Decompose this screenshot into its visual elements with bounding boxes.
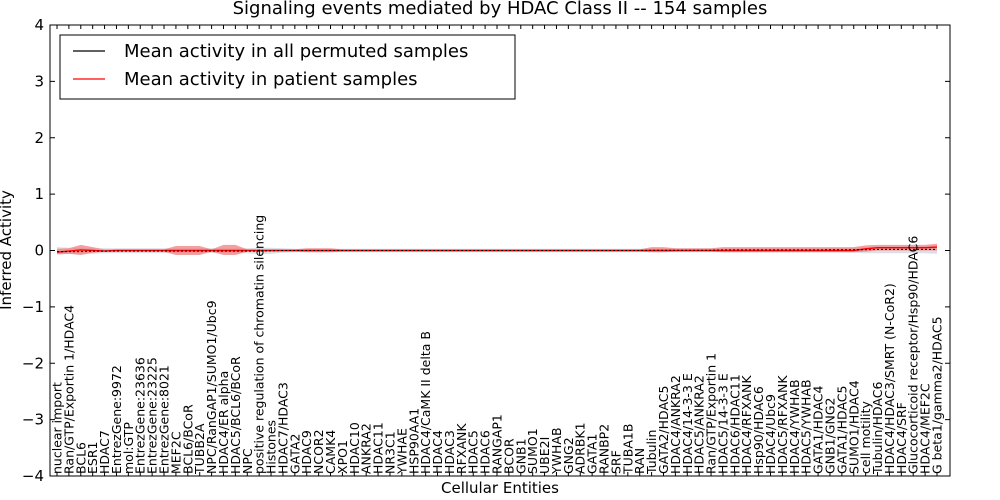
x-tick-label: HDAC4/HDAC3/SMRT (N-CoR2) xyxy=(882,283,897,474)
x-tick-label: CAMK4 xyxy=(323,430,338,474)
band-patient xyxy=(57,243,937,255)
x-tick-label: YWHAE xyxy=(394,428,409,475)
x-tick-label: HDAC4/CaMK II delta B xyxy=(418,331,433,474)
x-tick-label: HDAC7 xyxy=(97,430,112,474)
x-tick-label: RANGAP1 xyxy=(490,414,505,474)
x-tick-label: GATA1/HDAC5 xyxy=(834,386,849,474)
x-tick-label: nuclear import xyxy=(50,382,65,474)
x-tick-label: MEF2C xyxy=(168,431,183,474)
x-tick-label: EntrezGene:8021 xyxy=(157,365,172,474)
x-tick-label: HDAC4/ER alpha xyxy=(216,371,231,474)
y-axis-label: Inferred Activity xyxy=(0,190,15,310)
x-tick-label: NR3C1 xyxy=(383,431,398,474)
x-tick-label: positive regulation of chromatin silenci… xyxy=(252,215,267,474)
x-tick-label: Histones xyxy=(264,420,279,474)
y-tick-label: 3 xyxy=(34,72,44,90)
x-tick-label: HDAC7/HDAC3 xyxy=(275,382,290,474)
x-tick-label: SUMO1 xyxy=(525,428,540,474)
x-tick-label: GNG2 xyxy=(561,437,576,474)
y-tick-label: −2 xyxy=(22,354,44,372)
y-tick-label: −1 xyxy=(22,298,44,316)
x-tick-label: XPO1 xyxy=(335,440,350,474)
series-line-permuted xyxy=(57,248,937,253)
x-tick-label: HDAC4/ANKRA2 xyxy=(668,375,683,474)
x-tick-label: HDAC5/RFXANK xyxy=(775,375,790,474)
x-tick-label: HDAC9 xyxy=(299,430,314,474)
x-tick-label: RAN xyxy=(632,448,647,474)
x-tick-label: HDAC5/BCL6/BCoR xyxy=(228,356,243,474)
x-tick-label: SUMO1/HDAC4 xyxy=(846,380,861,474)
x-tick-label: Tubulin xyxy=(644,430,659,475)
x-tick-label: GATA2/HDAC5 xyxy=(656,386,671,474)
x-tick-label: EntrezGene:23225 xyxy=(145,357,160,474)
x-tick-label: HDAC5/YWHAB xyxy=(799,379,814,474)
x-tick-label: HDAC3 xyxy=(442,430,457,474)
x-tick-label: HDAC4/MEF2C xyxy=(918,383,933,474)
x-tick-label: HDAC4/YWHAB xyxy=(787,379,802,474)
legend-label: Mean activity in patient samples xyxy=(124,69,418,90)
x-tick-label: ANKRA2 xyxy=(359,423,374,474)
x-tick-label: BCL6/BCoR xyxy=(180,404,195,474)
x-tick-label: HDAC4 xyxy=(430,430,445,474)
x-tick-label: HDAC6/HDAC11 xyxy=(727,374,742,474)
y-tick-label: 1 xyxy=(34,185,44,203)
axes xyxy=(49,24,951,477)
y-tick-label: −3 xyxy=(22,411,44,429)
legend-box xyxy=(59,34,516,100)
x-tick-label: YWHAB xyxy=(549,427,564,475)
x-tick-label: HDAC11 xyxy=(371,422,386,474)
series-lines xyxy=(56,246,938,253)
x-tick-label: GNB1 xyxy=(513,438,528,474)
x-tick-label: HDAC5 xyxy=(466,430,481,474)
x-tick-label: Ran/GTP/Exportin 1 xyxy=(704,353,719,474)
y-tick-label: 0 xyxy=(34,242,44,260)
x-tick-label: HSP90AA1 xyxy=(406,408,421,474)
y-tick-label: −4 xyxy=(22,467,44,485)
x-tick-label: GATA1/HDAC4 xyxy=(811,385,826,474)
x-tick-label: BCL6 xyxy=(73,442,88,474)
x-tick-label: ADRBK1 xyxy=(573,422,588,474)
x-tick-label: BCOR xyxy=(501,438,516,474)
x-tick-label: Hsp90/HDAC6 xyxy=(751,386,766,474)
legend: Mean activity in all permuted samples Mea… xyxy=(59,34,516,100)
x-tick-label: HDAC4/14-3-3 E xyxy=(680,373,695,474)
x-tick-label: HDAC6 xyxy=(478,430,493,474)
x-tick-label: EntrezGene:9972 xyxy=(109,365,124,474)
confidence-bands xyxy=(57,243,937,255)
x-tick-label: HDAC4/SRF xyxy=(894,402,909,474)
x-tick-label: TUBB2A xyxy=(192,423,207,475)
x-tick-label: EntrezGene:23636 xyxy=(133,357,148,474)
x-tick-label: GATA2 xyxy=(287,434,302,474)
x-tick-label: ESR1 xyxy=(85,442,100,474)
x-tick-label: GNB1/GNG2 xyxy=(823,398,838,474)
x-tick-label: Tubulin/HDAC6 xyxy=(870,382,885,475)
x-tick-label: Glucocorticoid receptor/Hsp90/HDAC6 xyxy=(906,236,921,474)
x-tick-label: NPC/RanGAP1/SUMO1/Ubc9 xyxy=(204,300,219,474)
x-tick-label: Ran/GTP/Exportin 1/HDAC4 xyxy=(61,305,76,474)
x-tick-label: NCOR2 xyxy=(311,429,326,474)
y-tick-labels: 4 3 2 1 0 −1 −2 −3 −4 xyxy=(22,16,44,485)
x-tick-label: RANBP2 xyxy=(597,424,612,474)
x-axis-label: Cellular Entities xyxy=(441,479,559,497)
x-tick-label: G beta1/gamma2/HDAC5 xyxy=(930,316,945,474)
x-tick-label: HDAC4/RFXANK xyxy=(739,375,754,474)
x-tick-label: UBE2I xyxy=(537,437,552,474)
y-tick-label: 2 xyxy=(34,129,44,147)
x-tick-label: RFXANK xyxy=(454,423,469,474)
x-tick-label: cell motility xyxy=(858,400,873,474)
legend-label: Mean activity in all permuted samples xyxy=(124,41,468,62)
chart-title: Signaling events mediated by HDAC Class … xyxy=(233,0,768,19)
x-tick-label: HDAC5/ANKRA2 xyxy=(692,375,707,474)
y-tick-label: 4 xyxy=(34,16,44,34)
x-tick-label: mol:GTP xyxy=(121,422,136,474)
x-tick-label: TUBA1B xyxy=(620,424,635,475)
x-tick-label: HDAC4/Ubc9 xyxy=(763,394,778,474)
x-tick-label: SRF xyxy=(608,450,623,474)
x-tick-label: NPC xyxy=(240,448,255,474)
x-tick-label: HDAC10 xyxy=(347,422,362,474)
x-tick-label: HDAC5/14-3-3 E xyxy=(715,373,730,474)
x-tick-label: GATA1 xyxy=(585,434,600,474)
